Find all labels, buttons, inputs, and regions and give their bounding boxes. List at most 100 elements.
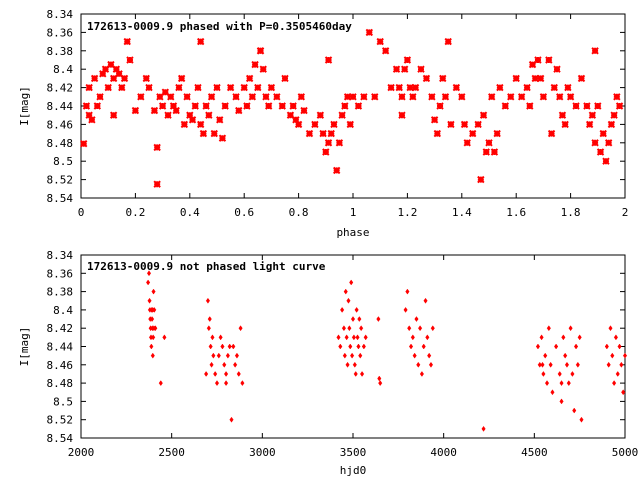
data-point <box>316 111 325 119</box>
data-point <box>196 120 205 129</box>
data-point <box>543 352 548 359</box>
data-point <box>553 65 561 73</box>
data-point <box>579 416 584 423</box>
data-point <box>357 316 362 322</box>
data-point <box>531 74 539 83</box>
x-tick-label: 1 <box>350 206 357 219</box>
y-tick-label: 8.46 <box>47 359 74 372</box>
data-point <box>343 288 348 295</box>
data-point <box>109 74 118 83</box>
data-point <box>211 352 216 359</box>
data-point <box>546 325 551 332</box>
data-point <box>180 120 189 129</box>
data-point <box>305 129 314 138</box>
data-point <box>537 361 542 368</box>
data-point <box>477 175 485 184</box>
data-point <box>378 380 383 387</box>
data-point <box>381 47 390 55</box>
data-point <box>216 352 221 359</box>
data-point <box>112 65 121 73</box>
data-point <box>568 325 573 332</box>
data-point <box>196 37 205 46</box>
data-point <box>363 334 368 341</box>
data-point <box>563 352 568 359</box>
data-point <box>167 93 175 101</box>
data-point <box>608 325 613 332</box>
y-tick-label: 8.52 <box>47 174 74 187</box>
y-tick-label: 8.4 <box>53 304 73 317</box>
data-point <box>352 361 357 368</box>
data-point <box>607 120 616 129</box>
data-point <box>188 116 197 124</box>
data-point <box>245 74 254 83</box>
data-point <box>559 380 564 387</box>
data-point <box>544 380 550 387</box>
data-point <box>613 334 618 341</box>
data-point <box>599 129 607 138</box>
data-point <box>501 102 510 110</box>
data-point <box>297 93 306 101</box>
data-point <box>153 143 161 152</box>
data-point <box>207 93 216 101</box>
data-point <box>213 371 218 377</box>
data-point <box>131 106 140 115</box>
data-point <box>433 129 442 138</box>
data-point <box>340 306 345 313</box>
data-point <box>436 102 444 110</box>
data-point <box>559 398 564 405</box>
data-point <box>356 343 361 350</box>
data-point <box>430 116 439 124</box>
data-point <box>591 139 599 147</box>
x-tick-label: 0.6 <box>234 206 254 219</box>
x-tick-label: 3500 <box>340 446 367 459</box>
data-point <box>428 361 434 368</box>
data-point <box>585 120 594 129</box>
data-point <box>610 352 615 359</box>
data-point <box>341 102 349 110</box>
data-point <box>346 297 351 304</box>
data-point <box>588 111 597 119</box>
data-point <box>232 93 240 101</box>
data-point <box>479 111 488 119</box>
data-point <box>243 102 251 110</box>
data-point <box>224 380 229 387</box>
data-point <box>493 129 501 138</box>
data-point <box>175 83 183 92</box>
data-point <box>602 157 610 165</box>
data-point <box>82 102 91 110</box>
data-point <box>251 60 259 69</box>
data-point <box>225 352 230 359</box>
data-point <box>222 361 227 368</box>
data-point <box>460 120 469 129</box>
y-tick-label: 8.44 <box>47 100 74 113</box>
data-point <box>208 343 213 350</box>
data-point <box>485 139 493 147</box>
data-point <box>458 93 466 101</box>
chart-title: 172613-0009.9 phased with P=0.3505460day <box>87 20 352 33</box>
data-point <box>517 93 526 101</box>
data-point <box>411 83 420 92</box>
data-point <box>207 316 212 322</box>
data-point <box>235 106 243 115</box>
data-point <box>556 93 564 101</box>
data-point <box>354 102 363 110</box>
chart-title: 172613-0009.9 not phased light curve <box>87 260 326 273</box>
data-point <box>512 74 520 83</box>
data-point <box>150 352 155 359</box>
data-point <box>548 361 553 368</box>
data-point <box>558 111 567 119</box>
y-tick-label: 8.34 <box>47 249 74 262</box>
data-point <box>332 166 341 175</box>
data-point <box>351 334 356 341</box>
y-tick-label: 8.52 <box>47 414 74 427</box>
data-point <box>231 343 236 350</box>
data-point <box>254 83 262 92</box>
data-point <box>142 74 150 83</box>
x-tick-label: 2500 <box>158 446 185 459</box>
data-point <box>575 361 580 368</box>
x-tick-label: 5000 <box>612 446 639 459</box>
data-point <box>474 120 482 129</box>
data-point <box>229 416 234 423</box>
data-point <box>345 361 350 368</box>
